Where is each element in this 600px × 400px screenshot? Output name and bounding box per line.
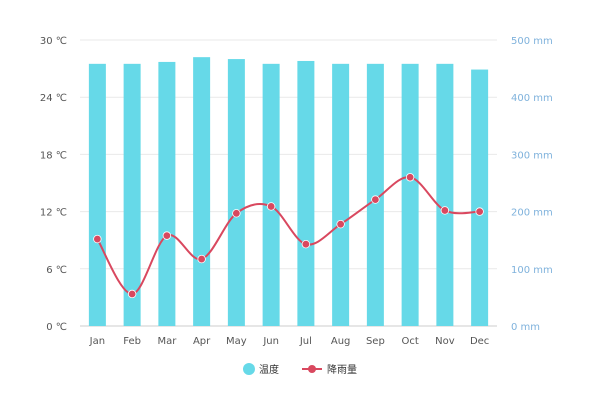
bar [297,60,315,327]
rainfall-point [405,173,415,182]
bar [436,63,454,326]
y-left-tick-label: 24 ℃ [40,93,67,104]
legend-line-label: 降雨量 [327,363,357,376]
rainfall-point [162,231,172,240]
y-right-tick-label: 300 mm [511,150,553,161]
bar [262,63,280,326]
legend-bar-label: 温度 [259,363,279,376]
x-tick-label: Jun [262,336,279,347]
bar [366,63,384,326]
bar [123,63,141,326]
bar [227,59,245,327]
rainfall-point [475,207,484,216]
rainfall-point [371,195,380,204]
rainfall-line [96,176,480,295]
rainfall-point [93,234,102,244]
rainfall-point [440,206,450,215]
x-tick-label: Jan [89,336,105,347]
bar [332,63,350,326]
x-tick-label: Aug [331,336,351,347]
bar [193,57,211,326]
x-tick-label: Sep [366,336,385,347]
y-right-tick-label: 0 mm [511,322,540,333]
x-tick-label: Oct [401,336,418,347]
rainfall-point [197,254,206,264]
rainfall-point [266,202,276,211]
rainfall-point [232,209,241,218]
legend-bar-marker [243,363,255,375]
bar [158,61,176,326]
y-right-tick-label: 500 mm [511,36,553,47]
y-right-tick-label: 200 mm [511,208,553,219]
x-tick-label: Dec [470,336,489,347]
x-tick-label: May [226,336,247,347]
bar [401,63,419,326]
y-left-tick-label: 0 ℃ [46,322,67,333]
legend-line-marker-dot [308,365,316,373]
x-tick-label: Nov [435,336,455,347]
bar [88,63,106,326]
x-tick-label: Mar [157,336,177,347]
rainfall-point [127,289,137,299]
rainfall-point [301,240,311,249]
y-right-tick-label: 400 mm [511,93,553,104]
y-left-tick-label: 12 ℃ [40,208,67,219]
rainfall-point [336,219,345,229]
x-tick-label: Apr [193,336,211,347]
x-tick-label: Jul [299,336,312,347]
y-right-tick-label: 100 mm [511,265,553,276]
y-left-tick-label: 30 ℃ [40,36,67,47]
y-left-tick-label: 6 ℃ [46,265,67,276]
x-tick-label: Feb [123,336,141,347]
bar [471,69,489,326]
y-left-tick-label: 18 ℃ [40,150,67,161]
